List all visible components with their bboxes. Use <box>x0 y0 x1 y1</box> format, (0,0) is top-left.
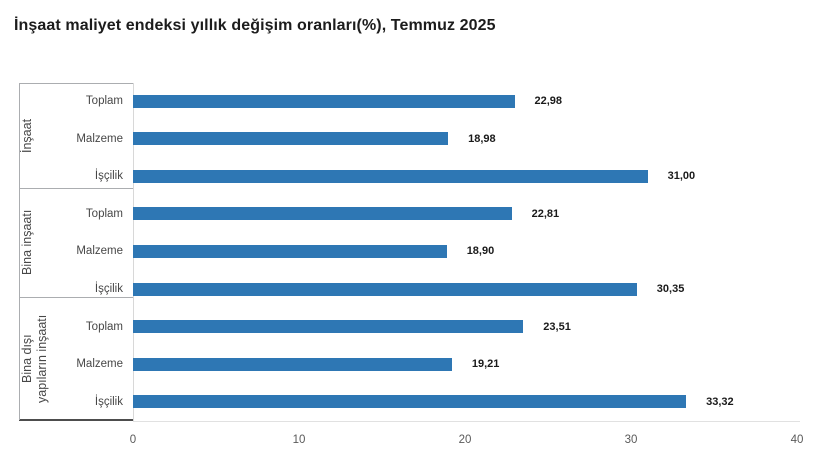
bar-value-label: 19,21 <box>471 358 500 371</box>
bar <box>133 132 449 146</box>
row-label: Malzeme <box>76 132 123 145</box>
group-label: İnşaat <box>20 118 34 153</box>
x-axis-tick-label: 40 <box>790 434 804 446</box>
bar-value-label: 22,98 <box>534 95 563 107</box>
x-axis-line <box>133 421 800 422</box>
bar-value-label: 18,90 <box>466 245 495 258</box>
bar-value-label: 30,35 <box>656 283 685 295</box>
bar <box>133 320 524 334</box>
row-label: İşçilik <box>94 283 123 295</box>
row-label: İşçilik <box>94 395 123 408</box>
row-label: Malzeme <box>76 245 123 258</box>
bar-value-label: 22,81 <box>531 207 560 220</box>
bar <box>133 94 515 108</box>
x-axis-tick-label: 30 <box>624 434 638 446</box>
group-separator-line <box>19 187 134 189</box>
bar <box>133 207 512 221</box>
bar-value-label: 18,98 <box>468 132 496 145</box>
bar <box>133 169 648 183</box>
chart-title: İnşaat maliyet endeksi yıllık değişim or… <box>14 17 496 34</box>
bar-value-label: 23,51 <box>543 320 571 333</box>
group-separator-line <box>19 82 134 84</box>
x-axis-tick-label: 20 <box>458 434 472 446</box>
row-label: Toplam <box>85 320 123 333</box>
x-axis-tick-label: 0 <box>129 434 137 446</box>
row-label: Toplam <box>85 207 123 220</box>
group-separator-line <box>19 296 134 298</box>
bar <box>133 357 452 371</box>
group-separator-line <box>19 419 134 421</box>
row-label: İşçilik <box>94 170 123 183</box>
x-axis-tick-label: 10 <box>292 434 306 446</box>
bar <box>133 244 447 258</box>
bar-value-label: 33,32 <box>706 395 734 408</box>
bar <box>133 395 687 409</box>
row-label: Malzeme <box>76 358 123 371</box>
group-label: Bina inşaatı <box>20 209 34 276</box>
row-label: Toplam <box>85 95 123 107</box>
bar <box>133 282 637 296</box>
category-frame-line <box>19 83 20 420</box>
bar-value-label: 31,00 <box>667 170 696 183</box>
